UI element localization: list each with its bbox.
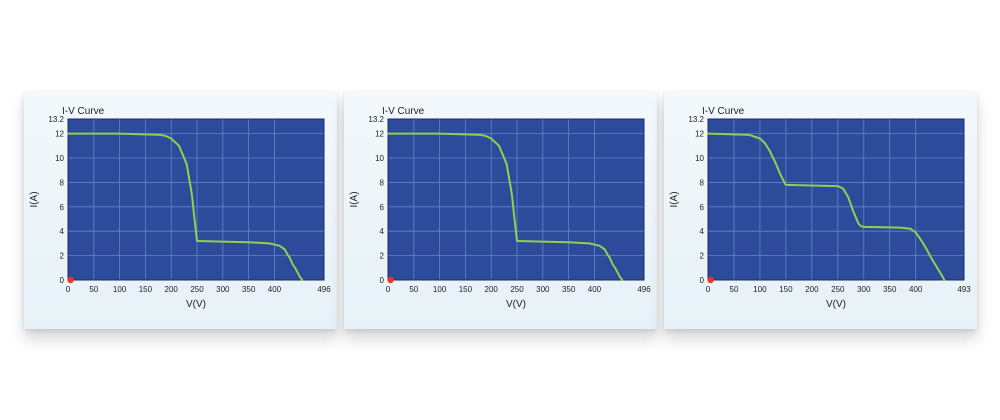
y-tick-label: 8 bbox=[60, 178, 65, 187]
y-tick-label: 6 bbox=[380, 203, 385, 212]
y-tick-label: 4 bbox=[380, 227, 385, 236]
x-tick-label: 496 bbox=[317, 285, 331, 294]
plot-area bbox=[68, 119, 324, 280]
x-tick-label: 0 bbox=[706, 285, 711, 294]
y-tick-label: 2 bbox=[700, 252, 705, 261]
operating-point-marker bbox=[707, 276, 714, 284]
x-tick-label: 150 bbox=[459, 285, 473, 294]
chart-title: I-V Curve bbox=[382, 106, 425, 117]
x-tick-label: 150 bbox=[139, 285, 153, 294]
chart-panel-1: I-V Curve 0 50 100 150 200 250 300 350 400 496 0 2 4 6… bbox=[24, 91, 337, 329]
y-tick-label: 10 bbox=[375, 154, 384, 163]
y-tick-label: 12 bbox=[55, 130, 64, 139]
iv-curve-line bbox=[67, 132, 304, 281]
chart-title: I-V Curve bbox=[62, 106, 105, 117]
x-axis-label: V(V) bbox=[506, 299, 526, 310]
y-tick-label: 12 bbox=[695, 130, 704, 139]
x-tick-label: 496 bbox=[637, 285, 651, 294]
x-tick-label: 300 bbox=[536, 285, 550, 294]
chart-title: I-V Curve bbox=[702, 106, 745, 117]
x-tick-label: 100 bbox=[113, 285, 127, 294]
x-tick-label: 50 bbox=[730, 285, 739, 294]
x-tick-label: 100 bbox=[433, 285, 447, 294]
x-axis-label: V(V) bbox=[826, 299, 846, 310]
operating-point-marker bbox=[67, 276, 74, 284]
y-tick-label: 4 bbox=[700, 227, 705, 236]
x-tick-label: 300 bbox=[216, 285, 230, 294]
iv-chart-2: I-V Curve 0 50 100 150 200 250 300 350 400 496 0 2 4 6… bbox=[349, 106, 651, 310]
y-tick-label: 0 bbox=[700, 276, 705, 285]
y-tick-label: 4 bbox=[60, 227, 65, 236]
x-axis-label: V(V) bbox=[186, 299, 206, 310]
y-tick-label: 10 bbox=[695, 154, 704, 163]
x-tick-label: 350 bbox=[883, 285, 897, 294]
x-tick-label: 150 bbox=[779, 285, 793, 294]
x-tick-label: 0 bbox=[386, 285, 391, 294]
y-tick-label: 8 bbox=[380, 178, 385, 187]
x-tick-label: 300 bbox=[857, 285, 871, 294]
y-tick-label: 13.2 bbox=[688, 115, 704, 124]
plot-frame bbox=[67, 118, 325, 281]
y-tick-label: 8 bbox=[700, 178, 705, 187]
x-tick-label: 400 bbox=[588, 285, 602, 294]
x-tick-label: 350 bbox=[242, 285, 256, 294]
x-tick-label: 200 bbox=[165, 285, 179, 294]
x-tick-label: 400 bbox=[909, 285, 923, 294]
gridlines bbox=[388, 119, 644, 280]
x-tick-label: 0 bbox=[66, 285, 71, 294]
y-tick-label: 10 bbox=[55, 154, 64, 163]
plot-area bbox=[388, 119, 644, 280]
iv-chart-3: I-V Curve 0 50 100 150 200 250 300 350 400 493 0 2 4 6… bbox=[669, 106, 971, 310]
x-tick-label: 100 bbox=[753, 285, 767, 294]
y-tick-label: 13.2 bbox=[368, 115, 384, 124]
x-tick-label: 200 bbox=[805, 285, 819, 294]
iv-chart-1: I-V Curve 0 50 100 150 200 250 300 350 400 496 0 2 4 6… bbox=[29, 106, 331, 310]
x-tick-label: 200 bbox=[485, 285, 499, 294]
y-axis-label: I(A) bbox=[349, 191, 360, 207]
gridlines bbox=[708, 119, 964, 280]
y-tick-label: 2 bbox=[380, 252, 385, 261]
operating-point-marker bbox=[387, 276, 394, 284]
chart-panel-2: I-V Curve 0 50 100 150 200 250 300 350 400 496 0 2 4 6… bbox=[344, 91, 657, 329]
x-tick-label: 250 bbox=[510, 285, 524, 294]
y-tick-label: 12 bbox=[375, 130, 384, 139]
chart-panel-3: I-V Curve 0 50 100 150 200 250 300 350 400 493 0 2 4 6… bbox=[664, 91, 977, 329]
plot-frame bbox=[387, 118, 645, 281]
y-tick-label: 6 bbox=[700, 203, 705, 212]
iv-curve-line bbox=[387, 132, 624, 281]
y-tick-label: 13.2 bbox=[48, 115, 64, 124]
x-tick-label: 400 bbox=[268, 285, 282, 294]
x-tick-label: 50 bbox=[409, 285, 418, 294]
y-axis-label: I(A) bbox=[29, 191, 40, 207]
x-tick-label: 250 bbox=[190, 285, 204, 294]
x-tick-label: 50 bbox=[89, 285, 98, 294]
x-tick-label: 350 bbox=[562, 285, 576, 294]
plot-frame bbox=[707, 118, 965, 281]
y-tick-label: 0 bbox=[60, 276, 65, 285]
plot-area bbox=[708, 119, 964, 280]
y-tick-label: 2 bbox=[60, 252, 65, 261]
y-tick-label: 0 bbox=[380, 276, 385, 285]
y-tick-label: 6 bbox=[60, 203, 65, 212]
y-axis-label: I(A) bbox=[669, 191, 680, 207]
x-tick-label: 250 bbox=[831, 285, 845, 294]
x-tick-label: 493 bbox=[957, 285, 971, 294]
iv-curve-line bbox=[707, 132, 946, 281]
